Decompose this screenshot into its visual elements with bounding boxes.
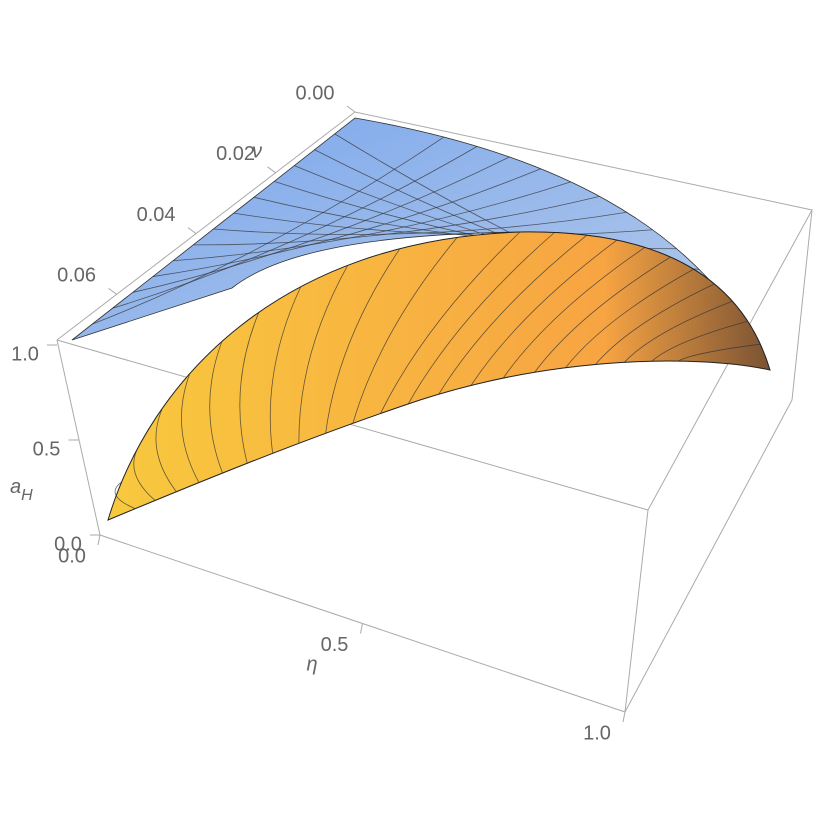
- mesh-line: [298, 265, 349, 444]
- mesh-line: [407, 232, 555, 405]
- mesh-line: [133, 444, 156, 501]
- y-axis-label: ν: [252, 140, 262, 162]
- mesh-line: [325, 248, 401, 434]
- tick-label: 0.04: [137, 204, 176, 226]
- mesh-line: [380, 231, 521, 414]
- z-axis-label-sub: H: [21, 487, 33, 504]
- tick-label: 0.5: [33, 438, 61, 460]
- tick-mark: [267, 166, 276, 174]
- mesh-line: [565, 268, 694, 369]
- mesh-line: [213, 211, 627, 235]
- tick-label: 0.06: [57, 265, 96, 287]
- tick-label: 0.00: [296, 82, 335, 104]
- mesh-line: [623, 300, 733, 363]
- mesh-line: [438, 234, 588, 395]
- box-edge: [56, 339, 101, 536]
- box-edge: [791, 209, 813, 401]
- z-axis-label: aH: [10, 476, 33, 504]
- tick-mark: [346, 105, 356, 113]
- surface-yellow: [107, 231, 771, 521]
- mesh-line: [352, 237, 458, 424]
- mesh: [114, 231, 761, 510]
- mesh-line: [173, 181, 571, 262]
- mesh-line: [595, 283, 715, 365]
- mesh-line: [209, 341, 223, 474]
- tick-label: 0.0: [54, 533, 82, 555]
- mesh-line: [470, 239, 618, 386]
- mesh-line: [677, 343, 761, 362]
- mesh-line: [152, 168, 541, 277]
- box-edge: [624, 399, 793, 713]
- tick-label: 0.02: [216, 143, 255, 165]
- tick-mark: [622, 711, 626, 723]
- mesh-line: [233, 212, 653, 236]
- mesh-line: [193, 195, 600, 246]
- mesh-line: [112, 146, 478, 309]
- mesh-line: [534, 256, 671, 373]
- tick-mark: [187, 227, 197, 235]
- tick-label: 0.5: [321, 634, 349, 656]
- mesh-line: [239, 312, 260, 464]
- box-edge: [624, 509, 649, 713]
- x-axis-label: η: [306, 653, 317, 675]
- tick-label: 1.0: [11, 343, 39, 365]
- mesh-line: [181, 373, 200, 483]
- z-axis-label-base: a: [10, 476, 21, 498]
- mesh-line: [114, 481, 136, 510]
- mesh-line: [155, 407, 177, 492]
- mesh-line: [92, 136, 445, 325]
- mesh-line: [132, 156, 510, 293]
- tick-label: 0.0: [58, 545, 86, 567]
- mesh-line: [502, 247, 646, 379]
- tick-mark: [108, 287, 117, 295]
- tick-mark: [360, 623, 363, 634]
- mesh-line: [651, 320, 748, 362]
- tick-label: 1.0: [583, 722, 611, 744]
- tick-mark: [97, 534, 101, 546]
- mesh-line: [269, 286, 302, 454]
